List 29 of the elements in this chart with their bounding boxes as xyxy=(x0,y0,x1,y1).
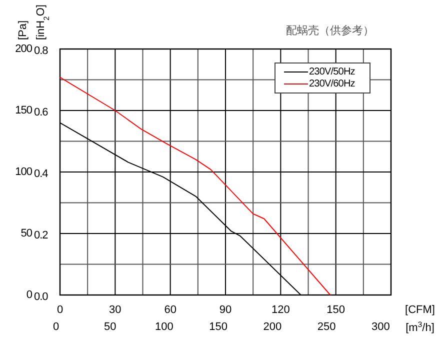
y2-tick-label: 0.4 xyxy=(34,168,48,180)
x-tick-label: 120 xyxy=(271,304,290,316)
x2-tick-label: 250 xyxy=(317,321,336,333)
y2-tick-label: 0.2 xyxy=(34,229,48,242)
chart-title: 配蜗壳（供参考） xyxy=(286,24,374,37)
x-axis-title: [CFM] xyxy=(405,304,435,316)
x-tick-label: 150 xyxy=(326,304,346,316)
x2-tick-label: 0 xyxy=(52,321,60,333)
x2-tick-label: 50 xyxy=(104,321,116,333)
y-tick-label: 200 xyxy=(15,42,32,55)
x-tick-label: 60 xyxy=(164,304,176,316)
y2-tick-label: 0.0 xyxy=(34,290,48,303)
x2-tick-label: 100 xyxy=(155,321,174,333)
legend-label: 230V/50Hz xyxy=(309,66,356,78)
x-tick-label: 30 xyxy=(109,304,122,316)
x-tick-label: 90 xyxy=(219,304,232,316)
legend-label: 230V/60Hz xyxy=(309,78,356,90)
y-tick-label: 100 xyxy=(15,166,32,178)
x2-tick-label: 300 xyxy=(372,321,390,333)
y-tick-label: 150 xyxy=(15,104,32,116)
y-tick-label: 0 xyxy=(26,288,32,301)
x2-tick-label: 200 xyxy=(263,321,282,333)
y2-tick-label: 0.8 xyxy=(34,44,48,57)
x-tick-label: 0 xyxy=(56,304,64,316)
x2-axis-title: [m$^{3}$/h] xyxy=(406,320,434,334)
x2-tick-label: 150 xyxy=(209,321,228,333)
y2-tick-label: 0.6 xyxy=(34,106,48,118)
y-tick-label: 50 xyxy=(20,227,32,240)
y-axis-title: [Pa] xyxy=(17,20,29,40)
